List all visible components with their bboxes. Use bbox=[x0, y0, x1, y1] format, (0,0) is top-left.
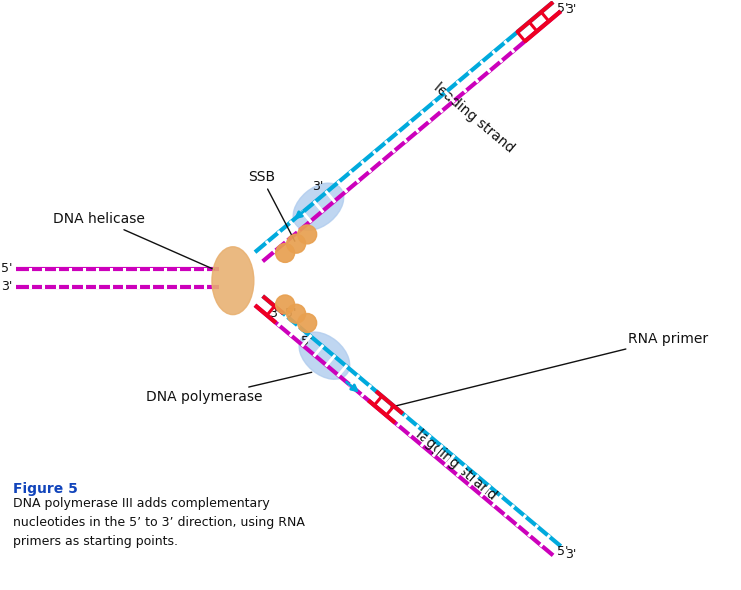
Text: Figure 5: Figure 5 bbox=[13, 482, 79, 496]
Circle shape bbox=[298, 225, 316, 244]
Text: 5': 5' bbox=[301, 335, 312, 348]
Text: SSB: SSB bbox=[247, 170, 295, 241]
Text: 5': 5' bbox=[557, 545, 568, 558]
Text: DNA helicase: DNA helicase bbox=[53, 212, 214, 270]
Circle shape bbox=[276, 295, 295, 314]
Text: 3': 3' bbox=[565, 548, 576, 560]
Ellipse shape bbox=[293, 183, 344, 230]
Circle shape bbox=[287, 234, 305, 253]
Circle shape bbox=[298, 313, 316, 332]
Circle shape bbox=[276, 244, 295, 263]
Text: 5': 5' bbox=[557, 2, 568, 15]
Ellipse shape bbox=[299, 332, 350, 379]
Text: leading strand: leading strand bbox=[431, 80, 516, 155]
Text: 3': 3' bbox=[565, 3, 576, 16]
Text: 5': 5' bbox=[285, 307, 296, 320]
Text: DNA polymerase III adds complementary
nucleotides in the 5’ to 3’ direction, usi: DNA polymerase III adds complementary nu… bbox=[13, 497, 305, 548]
Text: 5': 5' bbox=[1, 262, 13, 275]
Text: lagging strand: lagging strand bbox=[413, 427, 499, 503]
Text: 3': 3' bbox=[269, 307, 280, 320]
Text: 3': 3' bbox=[312, 181, 323, 194]
Text: 3': 3' bbox=[1, 280, 13, 293]
Text: DNA polymerase: DNA polymerase bbox=[146, 372, 312, 405]
Ellipse shape bbox=[212, 247, 254, 314]
Text: RNA primer: RNA primer bbox=[391, 332, 708, 407]
Circle shape bbox=[287, 304, 305, 323]
